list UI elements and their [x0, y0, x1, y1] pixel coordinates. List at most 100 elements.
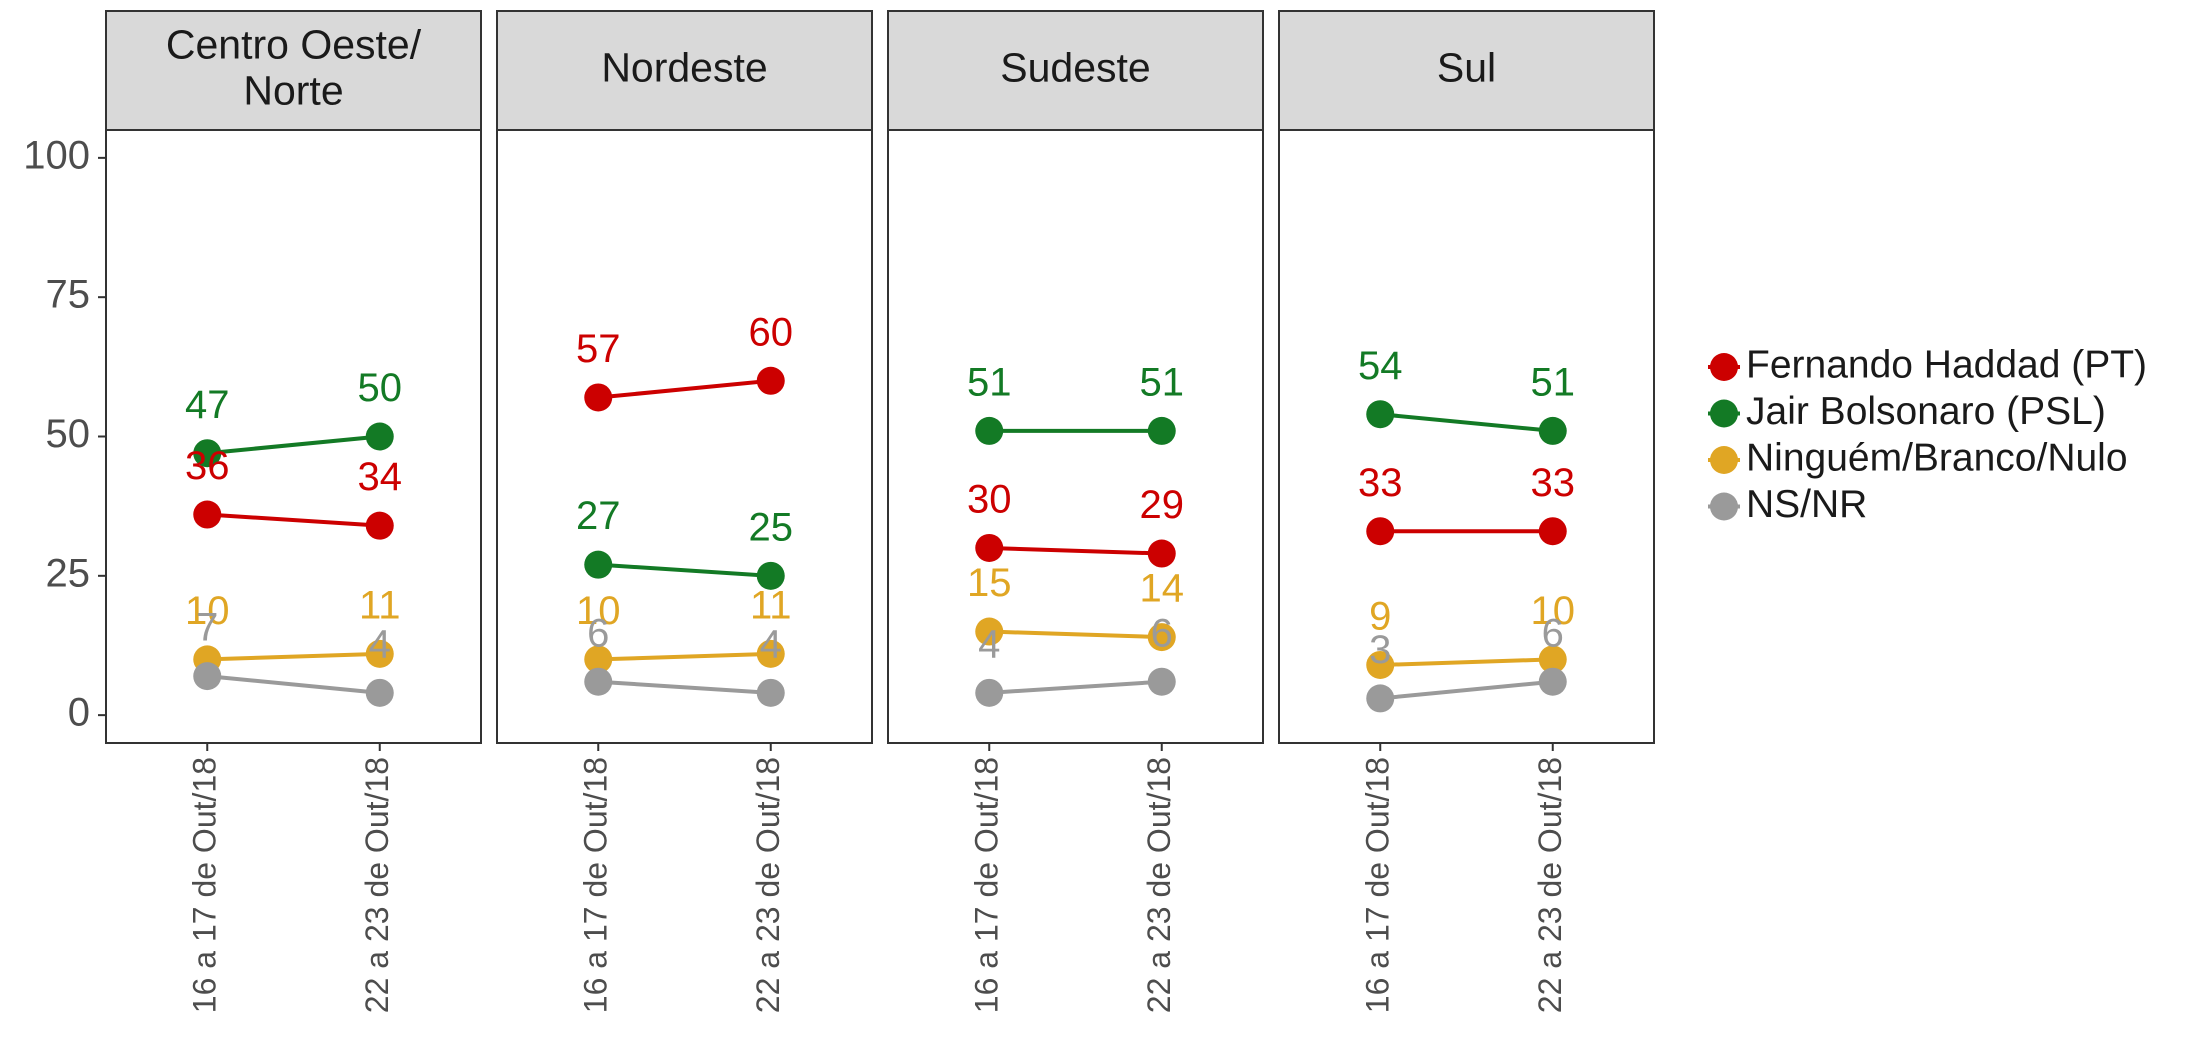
data-label: 10: [185, 589, 230, 633]
data-label: 27: [576, 494, 621, 538]
data-label: 34: [358, 455, 403, 499]
strip-background: [1278, 10, 1655, 131]
data-label: 11: [750, 583, 792, 627]
panel-background: [1278, 129, 1655, 744]
data-label: 51: [967, 360, 1012, 404]
strip-background: [105, 10, 482, 131]
series-point: [975, 416, 1004, 445]
panel-background: [496, 129, 873, 744]
series-line: [598, 562, 771, 578]
series-point: [1538, 416, 1567, 445]
series-line: [989, 679, 1162, 695]
legend-marker: [1710, 446, 1738, 474]
panel-background: [887, 129, 1264, 744]
series-point: [365, 511, 394, 540]
data-label: 54: [1358, 344, 1403, 388]
series-point: [756, 561, 785, 590]
data-label: 36: [185, 444, 230, 488]
data-label: 25: [749, 505, 794, 549]
series-point: [365, 639, 394, 668]
x-tick-label: 16 a 17 de Out/18: [187, 757, 223, 1013]
x-tick-label: 16 a 17 de Out/18: [578, 757, 614, 1013]
series-point: [584, 550, 613, 579]
legend-label: Ninguém/Branco/Nulo: [1746, 436, 2128, 479]
data-label: 14: [1140, 567, 1185, 611]
legend-label: Jair Bolsonaro (PSL): [1746, 390, 2106, 433]
data-label: 6: [1151, 611, 1173, 655]
y-tick-label: 0: [68, 691, 90, 735]
x-tick-label: 22 a 23 de Out/18: [1532, 757, 1568, 1013]
series-point: [584, 383, 613, 412]
legend-label: Fernando Haddad (PT): [1746, 343, 2147, 386]
series-point: [756, 366, 785, 395]
y-tick-label: 25: [46, 551, 91, 595]
series-point: [756, 639, 785, 668]
data-label: 51: [1531, 360, 1576, 404]
series-point: [1147, 539, 1176, 568]
data-label: 4: [760, 622, 782, 666]
series-line: [1380, 412, 1553, 433]
legend-marker: [1710, 399, 1738, 428]
data-label: 4: [369, 622, 391, 666]
panel-background: [105, 129, 482, 744]
data-label: 3: [1369, 628, 1391, 672]
series-point: [1366, 684, 1395, 713]
series-point: [1366, 650, 1395, 679]
x-tick-label: 22 a 23 de Out/18: [359, 757, 395, 1013]
series-line: [207, 651, 380, 662]
series-point: [193, 500, 222, 529]
data-label: 15: [967, 561, 1012, 605]
data-label: 60: [749, 310, 794, 354]
y-tick-label: 100: [23, 133, 90, 177]
series-line: [1380, 657, 1553, 667]
series-point: [193, 662, 222, 691]
data-label: 4: [978, 622, 1000, 666]
strip-title: Sudeste: [1000, 44, 1150, 90]
data-label: 10: [576, 589, 621, 633]
series-line: [989, 545, 1162, 556]
series-point: [1366, 400, 1395, 429]
data-label: 29: [1140, 483, 1185, 527]
data-label: 50: [358, 366, 403, 410]
legend-marker: [1710, 353, 1738, 381]
series-point: [1538, 645, 1567, 674]
series-line: [598, 378, 771, 400]
data-label: 51: [1140, 360, 1185, 404]
strip-title: Centro Oeste/Norte: [166, 21, 422, 113]
data-label: 9: [1369, 595, 1391, 639]
strip-background: [496, 10, 873, 131]
series-line: [598, 679, 771, 695]
data-label: 47: [185, 383, 230, 427]
series-line: [1380, 679, 1553, 701]
series-point: [1538, 667, 1567, 696]
series-point: [365, 678, 394, 707]
data-label: 10: [1531, 589, 1576, 633]
series-point: [975, 617, 1004, 646]
y-tick-label: 75: [46, 273, 91, 317]
strip-title: Sul: [1437, 44, 1496, 90]
series-point: [1538, 517, 1567, 546]
data-label: 57: [576, 327, 621, 371]
data-label: 30: [967, 478, 1012, 522]
y-tick-label: 50: [46, 412, 91, 456]
data-label: 7: [196, 606, 218, 650]
series-point: [1366, 517, 1395, 546]
legend-marker: [1710, 492, 1738, 521]
strip-background: [887, 10, 1264, 131]
series-point: [365, 422, 394, 451]
series-point: [975, 533, 1004, 562]
x-tick-label: 22 a 23 de Out/18: [750, 757, 786, 1013]
series-line: [207, 434, 380, 456]
series-line: [207, 674, 380, 695]
series-point: [584, 667, 613, 696]
series-point: [975, 678, 1004, 707]
series-point: [584, 645, 613, 674]
series-point: [1147, 623, 1176, 652]
data-label: 33: [1531, 461, 1576, 505]
series-line: [207, 512, 380, 528]
x-tick-label: 22 a 23 de Out/18: [1141, 757, 1177, 1013]
data-label: 11: [359, 583, 401, 627]
x-tick-label: 16 a 17 de Out/18: [969, 757, 1005, 1013]
legend-label: NS/NR: [1746, 483, 1867, 526]
